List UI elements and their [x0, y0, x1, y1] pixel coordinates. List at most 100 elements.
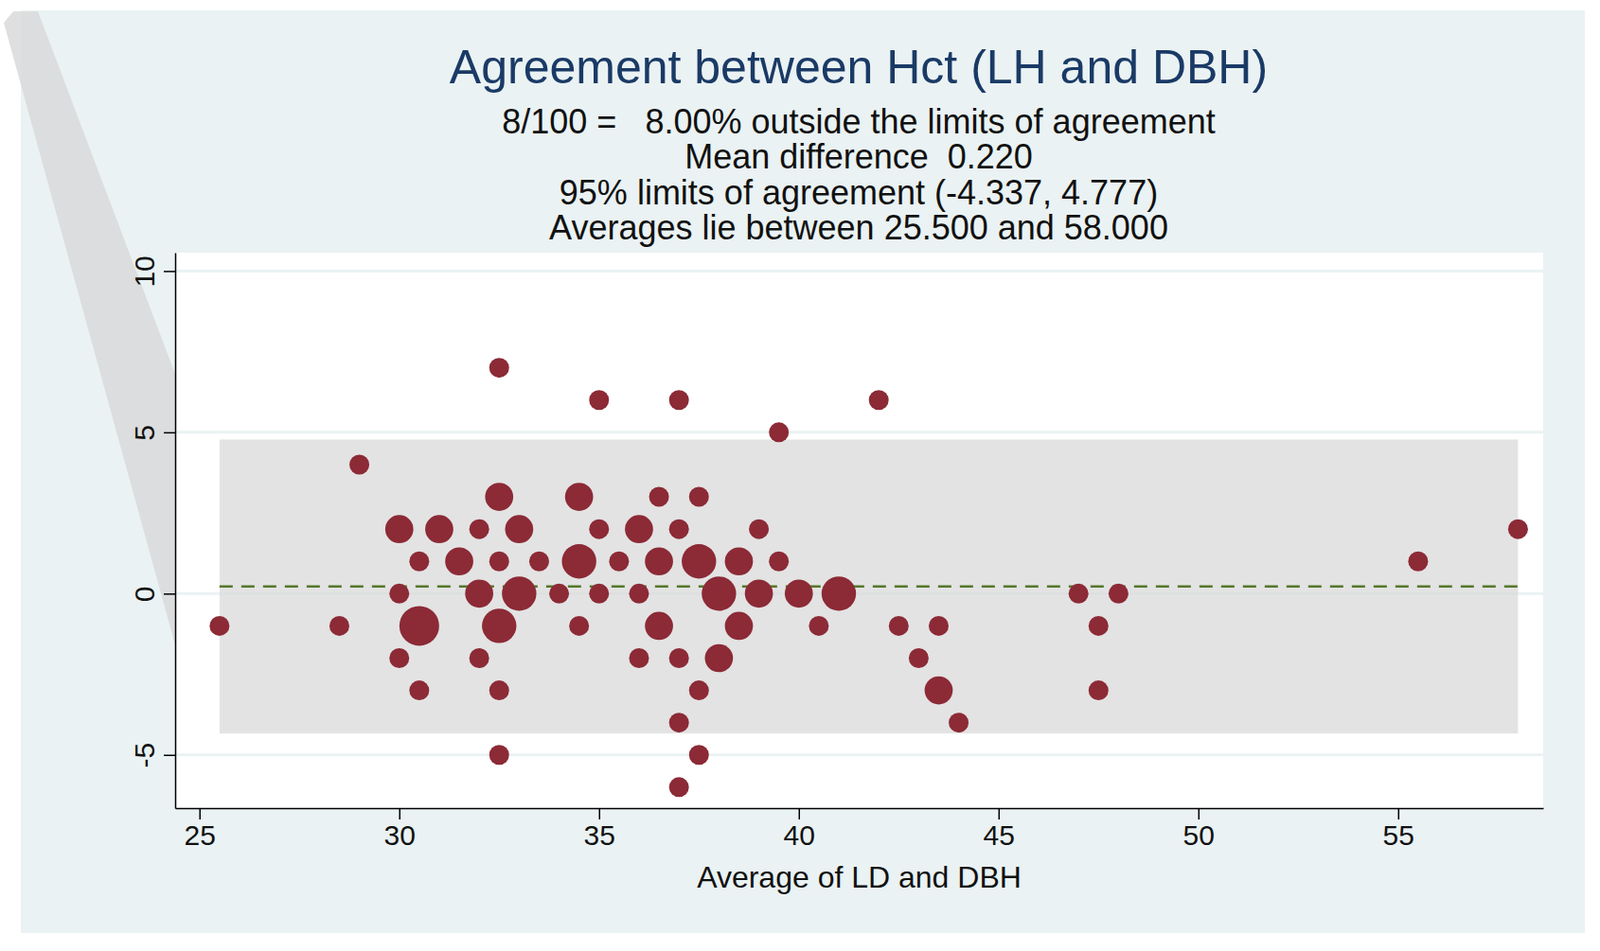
subtitle: Mean difference 0.220 — [684, 137, 1033, 177]
point — [588, 584, 609, 605]
point — [608, 551, 629, 572]
point — [928, 616, 949, 637]
y-axis-line — [175, 253, 178, 810]
point — [469, 519, 490, 540]
x-tick-label: 25 — [184, 819, 216, 852]
x-tick-label: 40 — [783, 819, 816, 852]
y-tick-label: -5 — [128, 743, 160, 769]
point — [768, 422, 789, 443]
point — [408, 680, 429, 701]
point — [1088, 680, 1109, 701]
x-tick-mark — [1398, 808, 1401, 820]
point — [748, 519, 769, 540]
y-tick: 0 — [128, 586, 176, 603]
x-tick: 25 — [184, 808, 216, 852]
x-tick-mark — [399, 808, 402, 820]
x-tick-label: 30 — [384, 819, 416, 852]
point — [669, 519, 690, 540]
point — [561, 544, 596, 579]
x-tick-label: 35 — [584, 819, 616, 852]
point — [549, 584, 569, 605]
point — [481, 608, 516, 643]
point — [464, 579, 494, 608]
point — [489, 745, 510, 765]
point — [908, 648, 929, 669]
y-tick-label: 10 — [128, 255, 160, 287]
point — [745, 579, 774, 608]
point — [924, 676, 954, 706]
x-axis-line — [176, 808, 1545, 811]
x-tick-mark — [198, 808, 201, 820]
point — [408, 551, 429, 572]
point — [669, 777, 690, 798]
point — [768, 551, 789, 572]
point — [444, 547, 474, 576]
point — [385, 515, 414, 544]
limits-band — [219, 439, 1519, 734]
point — [628, 584, 649, 605]
point — [349, 454, 370, 475]
point — [725, 547, 754, 576]
point — [689, 680, 710, 701]
point — [389, 584, 409, 605]
grid-line — [175, 430, 1544, 434]
point — [689, 745, 710, 765]
plot-background — [175, 252, 1544, 809]
chart: 25303540455055-50510Average of LD and DB… — [0, 0, 1600, 951]
point — [1088, 616, 1109, 637]
x-axis: 25303540455055 — [176, 808, 1545, 852]
point — [628, 648, 649, 669]
point — [489, 357, 510, 378]
y-tick: 5 — [128, 425, 176, 442]
decoration — [3, 11, 200, 735]
y-tick-mark — [163, 270, 176, 273]
y-tick-label: 5 — [128, 425, 160, 442]
grid-line — [175, 269, 1544, 273]
point — [568, 616, 589, 637]
point — [784, 579, 814, 608]
point — [484, 482, 514, 512]
plot-area — [209, 357, 1529, 798]
y-axis: -5 0 5 10 — [128, 253, 177, 810]
point — [669, 648, 690, 669]
point — [425, 515, 454, 544]
y-tick-label: 0 — [128, 586, 160, 603]
point — [1108, 584, 1129, 605]
point — [948, 712, 969, 733]
point — [329, 616, 350, 637]
y-tick-mark — [163, 755, 176, 758]
y-tick: -5 — [128, 743, 176, 769]
point — [808, 616, 829, 637]
point — [705, 644, 734, 674]
x-tick: 30 — [384, 808, 416, 852]
graph-background — [20, 10, 1585, 934]
point — [505, 515, 534, 544]
point — [565, 482, 594, 512]
point — [399, 605, 440, 646]
point — [644, 547, 674, 576]
point — [501, 576, 536, 611]
x-tick-mark — [1198, 808, 1201, 820]
subtitle: 8/100 = 8.00% outside the limits of agre… — [501, 102, 1215, 142]
point — [209, 616, 230, 637]
x-tick: 40 — [783, 808, 816, 852]
point — [469, 648, 490, 669]
point — [588, 390, 609, 410]
x-tick-mark — [799, 808, 801, 820]
page-background — [0, 0, 1600, 951]
x-tick-label: 50 — [1183, 819, 1215, 852]
x-tick-mark — [998, 808, 1001, 820]
point — [725, 612, 754, 641]
point — [644, 612, 674, 641]
subtitle: Averages lie between 25.500 and 58.000 — [549, 208, 1169, 248]
point — [389, 648, 409, 669]
point — [588, 519, 609, 540]
point — [529, 551, 550, 572]
point — [888, 616, 909, 637]
y-tick-mark — [163, 432, 176, 435]
point — [649, 487, 670, 508]
point — [821, 576, 856, 611]
y-tick-mark — [163, 593, 176, 596]
point — [669, 712, 690, 733]
x-tick: 50 — [1183, 808, 1215, 852]
